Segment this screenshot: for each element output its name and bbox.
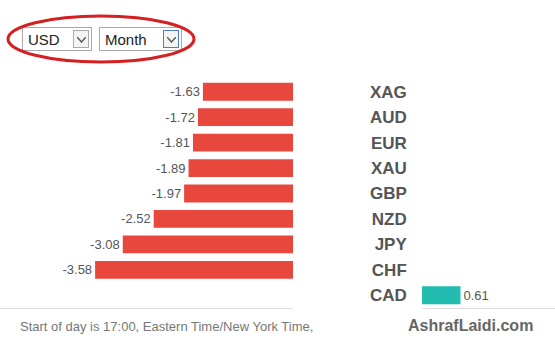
svg-text:-3.58: -3.58 (62, 262, 92, 277)
svg-text:-1.63: -1.63 (170, 84, 200, 99)
svg-text:AUD: AUD (370, 108, 407, 127)
html-text:AshrafLaidi.com: AshrafLaidi.com (408, 317, 534, 334)
svg-text:CHF: CHF (372, 261, 407, 280)
svg-text:-1.81: -1.81 (160, 135, 190, 150)
svg-text:-1.97: -1.97 (151, 186, 181, 201)
svg-text:XAU: XAU (371, 159, 407, 178)
html-text:Month: Month (105, 31, 147, 48)
svg-text:0.61: 0.61 (463, 288, 488, 303)
svg-text:CAD: CAD (370, 286, 407, 305)
svg-text:EUR: EUR (371, 134, 407, 153)
svg-text:-3.08: -3.08 (90, 237, 120, 252)
svg-text:-2.52: -2.52 (121, 211, 151, 226)
svg-text:NZD: NZD (372, 210, 407, 229)
svg-text:-1.89: -1.89 (156, 161, 186, 176)
html-text:USD: USD (28, 31, 60, 48)
svg-text:JPY: JPY (375, 235, 408, 254)
svg-text:-1.72: -1.72 (165, 110, 195, 125)
html-text:Start of day is 17:00, Eastern: Start of day is 17:00, Eastern Time/New … (20, 319, 314, 334)
svg-text:XAG: XAG (370, 83, 407, 102)
svg-text:GBP: GBP (370, 184, 407, 203)
